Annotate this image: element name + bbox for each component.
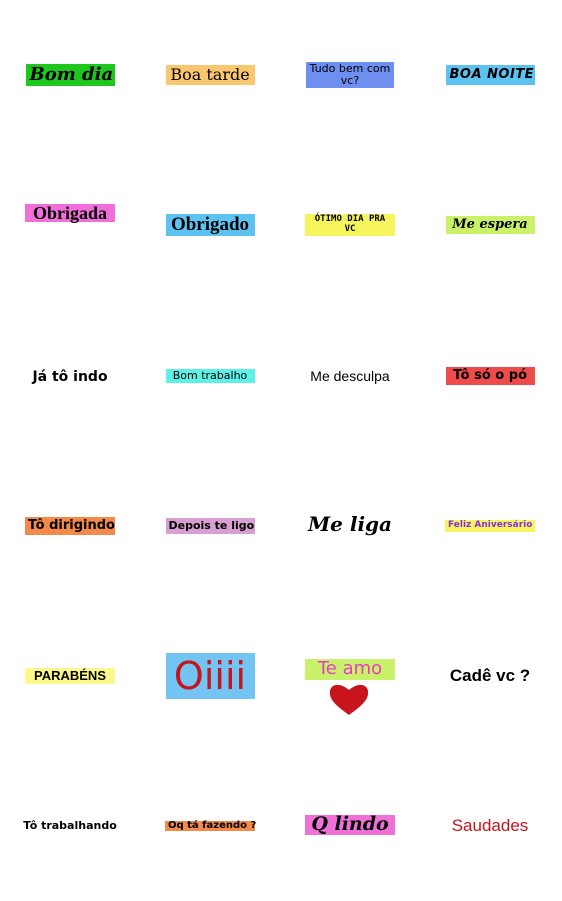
sticker-obrigado[interactable]: Obrigado — [140, 150, 280, 300]
sticker-label: BOA NOITE — [445, 65, 535, 85]
sticker-label: Tô dirigindo — [25, 517, 115, 535]
sticker-label: PARABÉNS — [25, 668, 115, 684]
sticker-label: Obrigada — [25, 203, 115, 223]
sticker-feliz-aniversario[interactable]: Feliz Aniversário — [420, 451, 560, 601]
sticker-label: Tudo bem com vc? — [306, 61, 394, 89]
sticker-oiiii[interactable]: Oiiii — [140, 601, 280, 751]
te-amo-group: Te amo — [305, 659, 395, 729]
sticker-label: Oq tá fazendo ? — [165, 820, 256, 832]
sticker-boa-tarde[interactable]: Boa tarde — [140, 0, 280, 150]
sticker-tudo-bem[interactable]: Tudo bem com vc? — [280, 0, 420, 150]
sticker-label: Feliz Aniversário — [445, 520, 535, 532]
sticker-cade-vc[interactable]: Cadê vc ? — [420, 601, 560, 751]
sticker-label: Cadê vc ? — [449, 666, 531, 686]
sticker-label: Tô trabalhando — [23, 819, 117, 833]
sticker-oq-ta-fazendo[interactable]: Oq tá fazendo ? — [140, 751, 280, 901]
sticker-label: Depois te ligo — [165, 518, 255, 534]
sticker-parabens[interactable]: PARABÉNS — [0, 601, 140, 751]
sticker-to-so-o-po[interactable]: Tô só o pó — [420, 301, 560, 451]
sticker-label: Me desculpa — [310, 367, 390, 384]
sticker-label: Q lindo — [305, 814, 395, 835]
sticker-saudades[interactable]: Saudades — [420, 751, 560, 901]
sticker-label: Já tô indo — [32, 368, 108, 385]
sticker-to-dirigindo[interactable]: Tô dirigindo — [0, 451, 140, 601]
sticker-label: Boa tarde — [165, 64, 255, 86]
sticker-me-liga[interactable]: Me liga — [280, 449, 420, 599]
sticker-q-lindo[interactable]: Q lindo — [280, 750, 420, 900]
sticker-obrigada[interactable]: Obrigada — [0, 138, 140, 288]
sticker-label: Saudades — [451, 816, 529, 836]
sticker-ja-to-indo[interactable]: Já tô indo — [0, 302, 140, 452]
sticker-bom-trabalho[interactable]: Bom trabalho — [140, 301, 280, 451]
sticker-te-amo[interactable]: Te amo — [280, 619, 420, 769]
sticker-depois-te-ligo[interactable]: Depois te ligo — [140, 451, 280, 601]
sticker-bom-dia[interactable]: Bom dia — [0, 0, 140, 150]
sticker-boa-noite[interactable]: BOA NOITE — [420, 0, 560, 150]
sticker-label: Me espera — [445, 216, 535, 234]
heart-icon — [329, 684, 369, 715]
sticker-label: ÓTIMO DIA PRA VC — [305, 214, 395, 236]
sticker-me-espera[interactable]: Me espera — [420, 150, 560, 300]
sticker-label: Oiiii — [165, 653, 255, 699]
sticker-label: Bom trabalho — [165, 369, 255, 383]
sticker-label: Tô só o pó — [445, 367, 535, 385]
sticker-to-trabalhando[interactable]: Tô trabalhando — [0, 751, 140, 901]
sticker-label: Te amo — [305, 659, 395, 680]
sticker-label: Bom dia — [25, 63, 115, 87]
sticker-otimo-dia[interactable]: ÓTIMO DIA PRA VC — [280, 150, 420, 300]
sticker-label: Me liga — [308, 511, 392, 536]
sticker-label: Obrigado — [165, 214, 255, 236]
sticker-me-desculpa[interactable]: Me desculpa — [280, 301, 420, 451]
